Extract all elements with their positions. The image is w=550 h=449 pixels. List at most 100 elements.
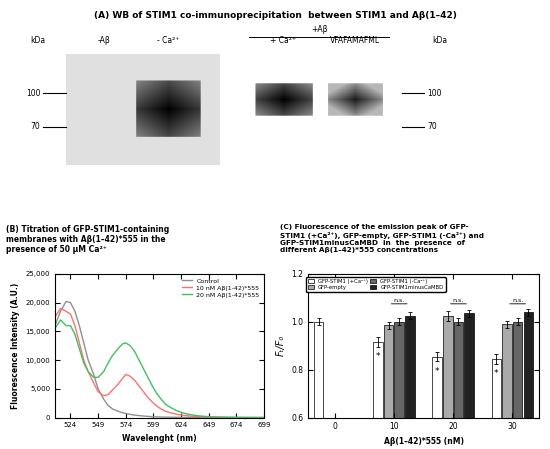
Control: [119, 410, 126, 415]
Control: [52, 323, 58, 328]
10 nM Aβ(1-42)*555: [145, 395, 151, 400]
Control: [123, 411, 129, 416]
Bar: [443, 316, 453, 449]
10 nM Aβ(1-42)*555: [212, 414, 219, 420]
Bar: [464, 313, 474, 449]
Bar: [394, 322, 404, 449]
10 nM Aβ(1-42)*555: [195, 414, 202, 419]
10 nM Aβ(1-42)*555: [100, 393, 107, 398]
20 nM Aβ(1-42)*555: [140, 366, 147, 371]
20 nM Aβ(1-42)*555: [218, 414, 224, 420]
10 nM Aβ(1-42)*555: [95, 389, 101, 394]
Control: [57, 308, 64, 314]
10 nM Aβ(1-42)*555: [72, 323, 78, 328]
Control: [127, 412, 134, 417]
10 nM Aβ(1-42)*555: [76, 340, 82, 346]
10 nM Aβ(1-42)*555: [244, 415, 251, 420]
10 nM Aβ(1-42)*555: [153, 403, 160, 409]
20 nM Aβ(1-42)*555: [184, 411, 191, 417]
20 nM Aβ(1-42)*555: [149, 383, 156, 389]
20 nM Aβ(1-42)*555: [136, 357, 142, 363]
Control: [158, 414, 164, 420]
Control: [229, 415, 235, 420]
Text: *: *: [494, 369, 499, 378]
Text: kDa: kDa: [30, 36, 45, 45]
20 nM Aβ(1-42)*555: [190, 412, 196, 418]
Control: [100, 396, 107, 402]
20 nM Aβ(1-42)*555: [250, 415, 256, 420]
Control: [201, 415, 207, 420]
Text: 70: 70: [31, 122, 40, 132]
Bar: [432, 357, 442, 449]
Control: [223, 415, 230, 420]
10 nM Aβ(1-42)*555: [218, 414, 224, 420]
Control: [173, 414, 180, 420]
Line: 10 nM Aβ(1-42)*555: 10 nM Aβ(1-42)*555: [55, 308, 264, 418]
Control: [190, 415, 196, 420]
20 nM Aβ(1-42)*555: [239, 415, 245, 420]
Control: [76, 323, 82, 328]
20 nM Aβ(1-42)*555: [67, 323, 74, 328]
Bar: [373, 342, 383, 449]
10 nM Aβ(1-42)*555: [85, 369, 91, 374]
20 nM Aβ(1-42)*555: [52, 326, 58, 331]
Control: [244, 415, 251, 420]
10 nM Aβ(1-42)*555: [90, 380, 97, 386]
10 nM Aβ(1-42)*555: [63, 308, 69, 314]
10 nM Aβ(1-42)*555: [190, 414, 196, 419]
Control: [261, 415, 267, 420]
20 nM Aβ(1-42)*555: [223, 414, 230, 420]
10 nM Aβ(1-42)*555: [136, 383, 142, 389]
10 nM Aβ(1-42)*555: [140, 389, 147, 394]
Bar: [492, 359, 501, 449]
Control: [109, 406, 116, 412]
Line: Control: Control: [55, 301, 264, 418]
Bar: [524, 312, 533, 449]
10 nM Aβ(1-42)*555: [173, 412, 180, 417]
20 nM Aβ(1-42)*555: [123, 340, 129, 346]
Bar: [502, 324, 512, 449]
20 nM Aβ(1-42)*555: [158, 396, 164, 402]
20 nM Aβ(1-42)*555: [195, 413, 202, 418]
10 nM Aβ(1-42)*555: [229, 415, 235, 420]
20 nM Aβ(1-42)*555: [212, 414, 219, 420]
10 nM Aβ(1-42)*555: [131, 378, 138, 383]
10 nM Aβ(1-42)*555: [250, 415, 256, 420]
20 nM Aβ(1-42)*555: [115, 346, 122, 351]
20 nM Aβ(1-42)*555: [90, 374, 97, 380]
20 nM Aβ(1-42)*555: [201, 414, 207, 419]
Control: [90, 372, 97, 377]
10 nM Aβ(1-42)*555: [261, 415, 267, 420]
10 nM Aβ(1-42)*555: [127, 374, 134, 379]
10 nM Aβ(1-42)*555: [162, 409, 169, 414]
10 nM Aβ(1-42)*555: [52, 314, 58, 320]
20 nM Aβ(1-42)*555: [255, 415, 262, 420]
20 nM Aβ(1-42)*555: [162, 402, 169, 407]
Control: [136, 413, 142, 418]
Text: + Ca²⁺: + Ca²⁺: [271, 36, 296, 45]
Control: [233, 415, 240, 420]
Text: (B) Titration of GFP-STIM1-containing
membranes with Aβ(1–42)*555 in the
presenc: (B) Titration of GFP-STIM1-containing me…: [6, 224, 169, 254]
20 nM Aβ(1-42)*555: [131, 349, 138, 354]
10 nM Aβ(1-42)*555: [105, 392, 112, 397]
Text: kDa: kDa: [432, 36, 447, 45]
Text: n.s.: n.s.: [394, 298, 405, 303]
Bar: [405, 316, 415, 449]
Text: 100: 100: [427, 88, 442, 98]
20 nM Aβ(1-42)*555: [206, 414, 213, 419]
Text: 100: 100: [26, 88, 40, 98]
10 nM Aβ(1-42)*555: [109, 387, 116, 393]
20 nM Aβ(1-42)*555: [173, 408, 180, 414]
20 nM Aβ(1-42)*555: [244, 415, 251, 420]
Bar: [314, 322, 323, 449]
Control: [85, 357, 91, 363]
Text: VFAFAMAFML: VFAFAMAFML: [329, 36, 380, 45]
Control: [145, 414, 151, 419]
Control: [95, 386, 101, 392]
20 nM Aβ(1-42)*555: [145, 374, 151, 380]
X-axis label: Wavelenght (nm): Wavelenght (nm): [122, 434, 197, 443]
Text: *: *: [435, 366, 439, 375]
20 nM Aβ(1-42)*555: [233, 415, 240, 420]
Control: [206, 415, 213, 420]
Control: [131, 412, 138, 418]
